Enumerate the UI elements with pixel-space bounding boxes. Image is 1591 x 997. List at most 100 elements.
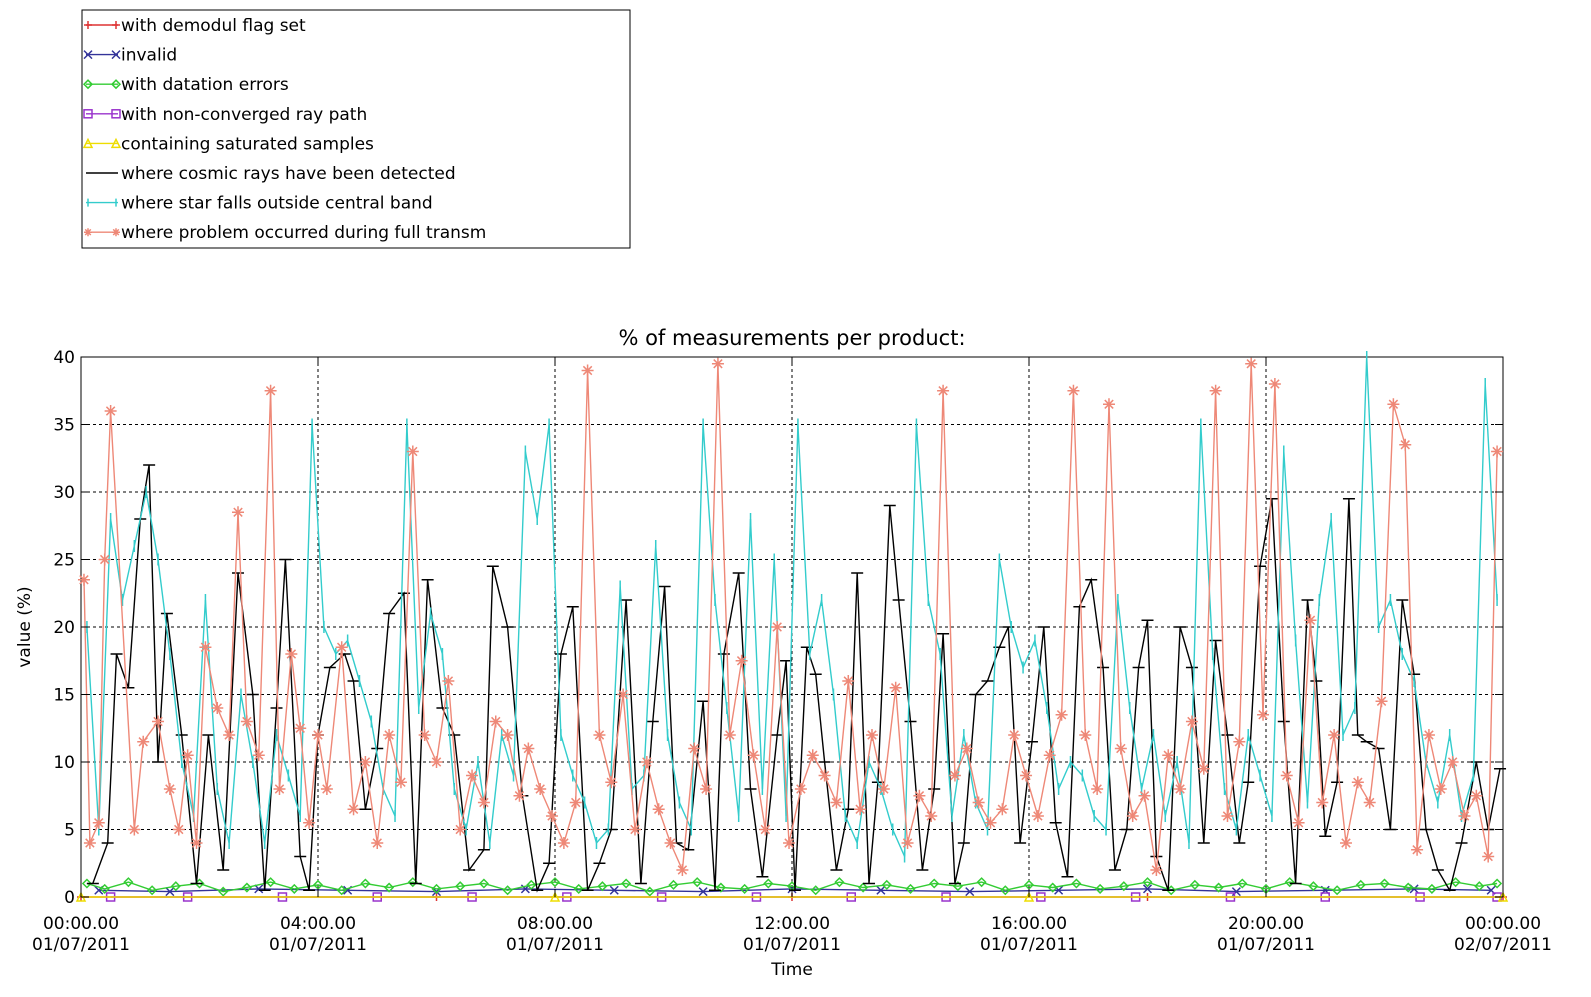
data-point bbox=[842, 675, 855, 687]
legend-label: with demodul flag set bbox=[121, 16, 306, 36]
data-point bbox=[1162, 749, 1175, 762]
data-point bbox=[371, 837, 384, 849]
data-point bbox=[876, 885, 886, 895]
data-point bbox=[285, 648, 298, 660]
data-point bbox=[1102, 398, 1115, 411]
data-point bbox=[501, 729, 514, 741]
y-tick-label: 10 bbox=[53, 753, 75, 773]
data-point bbox=[1316, 796, 1329, 809]
data-point bbox=[664, 837, 677, 849]
data-point bbox=[783, 837, 796, 849]
x-tick-label-date: 01/07/2011 bbox=[32, 935, 130, 955]
data-point bbox=[303, 816, 316, 829]
data-point bbox=[865, 729, 878, 741]
data-point bbox=[163, 783, 176, 795]
data-point bbox=[1043, 749, 1056, 762]
data-point bbox=[1091, 783, 1104, 795]
x-tick-label-date: 01/07/2011 bbox=[743, 935, 841, 955]
data-point bbox=[1332, 885, 1343, 896]
data-point bbox=[1403, 882, 1414, 893]
legend-swatch-marker bbox=[112, 228, 120, 237]
data-point bbox=[335, 641, 348, 654]
data-point bbox=[1304, 614, 1317, 627]
data-point bbox=[1114, 742, 1127, 755]
data-point bbox=[1284, 877, 1295, 888]
data-point bbox=[312, 879, 324, 890]
data-point bbox=[430, 756, 443, 768]
data-point bbox=[573, 883, 584, 894]
data-point bbox=[621, 878, 632, 889]
data-point bbox=[771, 621, 784, 633]
data-point bbox=[172, 823, 185, 836]
x-axis-label: Time bbox=[770, 960, 813, 980]
data-point bbox=[818, 769, 831, 782]
data-point bbox=[273, 783, 286, 795]
data-point bbox=[609, 885, 619, 895]
data-point bbox=[1375, 695, 1388, 708]
data-point bbox=[1209, 384, 1222, 397]
data-point bbox=[1079, 729, 1092, 741]
data-point bbox=[383, 729, 396, 741]
data-point bbox=[1055, 708, 1068, 721]
data-point bbox=[1174, 783, 1187, 795]
data-point bbox=[199, 641, 212, 654]
data-point bbox=[218, 886, 229, 897]
data-point bbox=[1363, 796, 1376, 809]
data-point bbox=[1492, 878, 1503, 889]
data-point bbox=[830, 796, 843, 809]
data-point bbox=[123, 877, 134, 888]
data-point bbox=[1237, 878, 1248, 889]
data-point bbox=[965, 887, 975, 897]
data-point bbox=[1434, 783, 1447, 795]
data-point bbox=[92, 816, 105, 829]
legend-label: containing saturated samples bbox=[121, 134, 374, 154]
data-point bbox=[1142, 877, 1153, 888]
data-point bbox=[104, 405, 117, 417]
legend-swatch-marker bbox=[112, 21, 120, 29]
data-point bbox=[477, 796, 490, 809]
data-point bbox=[1280, 769, 1293, 782]
data-point bbox=[232, 506, 245, 519]
data-point bbox=[1023, 879, 1035, 890]
data-point bbox=[929, 878, 940, 889]
data-point bbox=[557, 837, 570, 849]
data-point bbox=[152, 715, 165, 728]
y-axis-label: value (%) bbox=[15, 586, 35, 667]
data-point bbox=[165, 887, 175, 897]
legend-swatch-marker bbox=[83, 109, 93, 119]
legend-label: invalid bbox=[121, 46, 177, 66]
data-point bbox=[1142, 884, 1153, 894]
data-point bbox=[810, 885, 821, 896]
data-point bbox=[628, 823, 641, 836]
data-point bbox=[698, 887, 708, 897]
data-point bbox=[952, 881, 963, 892]
data-point bbox=[715, 882, 726, 893]
legend-entry: invalid bbox=[83, 46, 177, 66]
data-point bbox=[747, 749, 760, 762]
y-tick-label: 20 bbox=[53, 618, 75, 638]
x-tick-label-time: 04:00.00 bbox=[280, 914, 356, 934]
data-point bbox=[739, 883, 750, 894]
data-point bbox=[1008, 729, 1021, 741]
data-point bbox=[640, 756, 653, 768]
legend-swatch-marker bbox=[111, 50, 121, 60]
data-point bbox=[1355, 879, 1366, 890]
data-point bbox=[1450, 877, 1461, 888]
y-axis: 0 5 10 15 20 25 30 35 40 bbox=[53, 348, 1503, 908]
data-point bbox=[454, 823, 467, 836]
x-tick-label-time: 08:00.00 bbox=[517, 914, 593, 934]
x-tick-label-date: 01/07/2011 bbox=[980, 935, 1078, 955]
data-point bbox=[948, 769, 961, 782]
legend-swatch-marker bbox=[110, 137, 122, 149]
data-point bbox=[593, 729, 606, 741]
data-point bbox=[77, 573, 90, 586]
legend-swatch-marker bbox=[82, 137, 94, 149]
data-point bbox=[549, 891, 561, 902]
data-point bbox=[1387, 398, 1400, 411]
data-point bbox=[1422, 729, 1435, 741]
series-line bbox=[86, 881, 1498, 893]
legend-entry: with demodul flag set bbox=[84, 16, 306, 36]
data-point bbox=[1491, 445, 1504, 458]
